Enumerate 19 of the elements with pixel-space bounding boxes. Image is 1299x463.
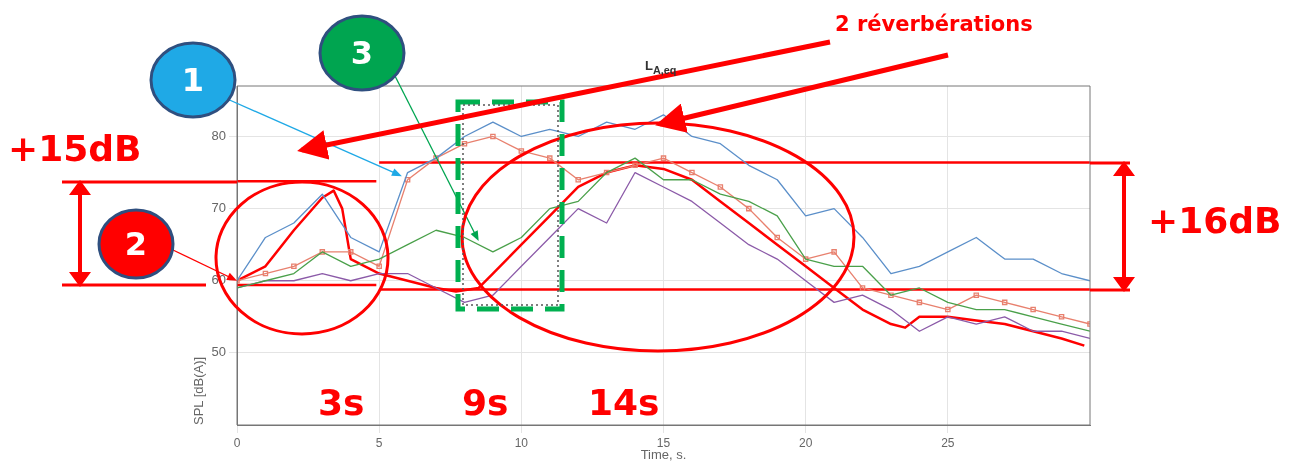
x-tick-label: 20 [798,435,813,450]
text: +16dB [1148,200,1282,241]
x-tick-label: 0 [233,435,241,450]
y-tick-label: 70 [211,200,226,216]
x-tick-label: 10 [514,435,529,450]
text: 2 réverbérations [835,12,1033,36]
annotation: 3s [318,382,365,423]
y-tick-label: 50 [211,344,226,360]
x-tick-label: 5 [375,435,383,450]
y-axis-title: SPL [dB(A)] [191,356,207,425]
chart-title: L$_{A,eq}$ [645,58,677,76]
x-tick-label: 25 [941,435,955,450]
annotation: 1 [181,61,205,99]
annotation: 14s [588,382,660,423]
annotation: 9s [462,382,509,423]
annotation: 2 [124,225,148,263]
text: +15dB [8,128,142,169]
annotation: 3 [350,34,374,72]
y-tick-label: 80 [211,128,226,144]
